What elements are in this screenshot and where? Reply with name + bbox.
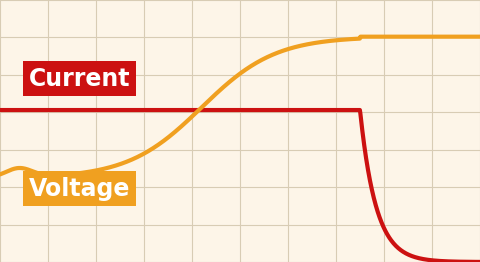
Text: Voltage: Voltage bbox=[29, 177, 130, 201]
Text: Current: Current bbox=[29, 67, 130, 91]
